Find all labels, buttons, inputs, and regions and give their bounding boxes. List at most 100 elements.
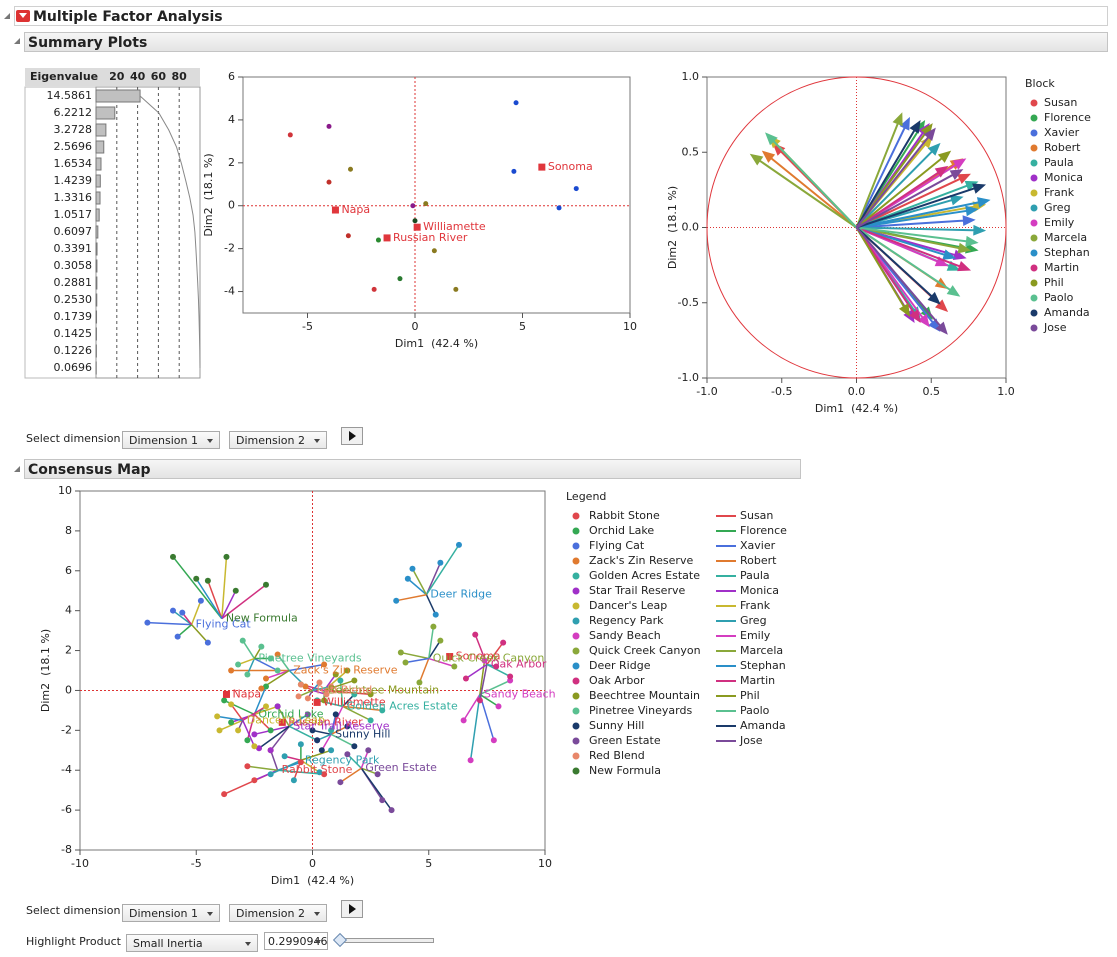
value-input[interactable]: 0.2990946 [264,932,328,950]
partial-spoke [479,664,488,701]
partial-spoke [288,725,318,741]
partial-spoke [265,669,290,680]
partial-point [437,637,444,644]
dropdown[interactable]: Dimension 1 [122,431,220,449]
menu-button[interactable] [16,10,30,22]
section-title[interactable]: Consensus Map [24,459,801,479]
legend-title: Block [1025,77,1055,90]
partial-spoke [396,593,427,602]
collapse-icon[interactable] [14,466,20,472]
partial-point [251,743,258,750]
y-tick-label: -0.5 [678,296,699,309]
bar [95,157,102,171]
partial-spoke [324,689,371,696]
y-tick-label: -1.0 [678,371,699,384]
legend-label: Marcela [740,644,783,657]
partial-spoke [221,584,267,620]
bar [95,174,101,188]
y-tick-label: 0.0 [682,221,700,234]
loading-arrow [855,142,941,229]
legend-title: Legend [566,490,606,503]
product-label: Rabbit Stone [282,763,353,776]
partial-point [367,691,374,698]
partial-point [467,757,474,764]
legend-label: Robert [1044,141,1081,154]
partial-spoke [321,733,332,751]
supplementary-label: Russian River [288,715,363,728]
supplementary-label: Sonoma [456,650,501,663]
section-title[interactable]: Summary Plots [24,32,1108,52]
partial-spoke [270,725,290,751]
product-label: Deer Ridge [430,588,492,601]
y-tick-label: -2 [61,723,72,736]
legend-swatch [572,752,580,760]
y-tick-label: 6 [228,70,235,83]
partial-point [170,553,176,560]
point [410,203,416,209]
x-tick-label: 1.0 [997,385,1015,398]
dropdown[interactable]: Dimension 1 [122,904,220,922]
dropdown[interactable]: Small Inertia [126,934,258,952]
legend-swatch [1030,234,1038,242]
product-label: Flying Cat [196,618,252,631]
partial-spoke [207,580,223,619]
legend-swatch [572,602,580,610]
y-axis-label: Dim2 (18.1 %) [202,153,215,236]
legend-label: Sandy Beach [589,629,661,642]
product-marker [538,163,546,171]
partial-point [344,751,351,758]
partial-spoke [400,651,429,660]
partial-spoke [254,769,278,781]
partial-point [179,609,186,616]
partial-spoke [300,759,320,773]
y-tick-label: 0 [65,683,72,696]
partial-point [500,639,507,646]
point [556,205,562,211]
point [345,233,351,239]
partial-spoke [289,663,325,672]
partial-point [318,747,325,754]
partial-spoke [418,658,430,683]
partial-point [409,565,416,572]
legend-swatch [572,632,580,640]
legend-label: Susan [1044,96,1077,109]
y-tick-label: 2 [65,644,72,657]
partial-point [297,759,304,766]
product-label: Red Blend [317,683,373,696]
partial-point [244,671,251,678]
point [371,286,377,292]
point [513,100,519,106]
partial-point [263,581,269,588]
dropdown[interactable]: Dimension 2 [229,431,327,449]
legend-label: Paula [740,569,770,582]
slider-track[interactable] [340,938,434,943]
partial-point [321,661,328,668]
partial-point [304,711,311,718]
legend-swatch [572,707,580,715]
apply-button[interactable] [341,900,363,918]
legend-label: Florence [740,524,787,537]
dropdown[interactable]: Dimension 2 [229,904,327,922]
partial-spoke [469,694,481,761]
y-axis-label: Dim2 (18.1 %) [39,629,52,712]
partial-point [235,661,242,668]
partial-point [251,777,258,784]
bar [95,276,98,290]
x-tick-label: 40 [130,70,146,83]
partial-point [328,727,335,734]
product-label: Regency Park [305,753,380,766]
point [511,168,517,174]
loading-arrow [855,127,936,229]
apply-button[interactable] [341,427,363,445]
collapse-icon[interactable] [14,38,20,44]
partial-point [216,727,223,734]
partial-point [344,723,351,730]
point [573,186,579,192]
product-label: Sandy Beach [484,687,556,700]
x-tick-label: 0.0 [848,385,866,398]
collapse-icon[interactable] [4,13,10,19]
x-tick-label: -10 [71,857,89,870]
loading-arrow [856,197,991,229]
point [287,132,293,138]
